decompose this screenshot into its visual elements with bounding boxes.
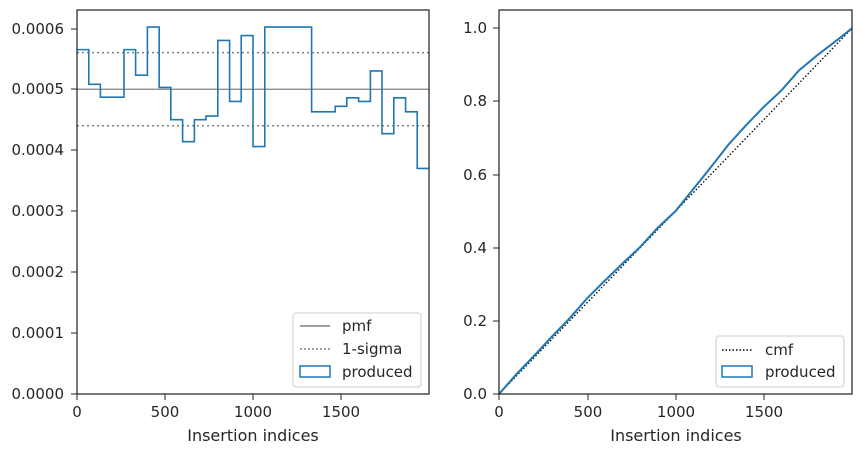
left-legend: pmf 1-sigma produced [292, 312, 422, 388]
right-xtick-label-2: 1000 [657, 403, 695, 421]
produced-step-line [77, 26, 429, 170]
left-x-axis-label: Insertion indices [187, 426, 319, 445]
left-ytick-label-0: 0.0000 [12, 385, 65, 403]
legend-pmf-label: pmf [342, 317, 372, 335]
right-x-ticks: 0 500 1000 1500 [494, 394, 783, 421]
right-panel: 0 500 1000 1500 0.0 0.2 0.4 0.6 0.8 1.0 … [463, 9, 853, 445]
left-ytick-label-6: 0.0006 [12, 20, 65, 38]
right-ytick-label-1: 0.2 [463, 312, 487, 330]
right-plot-area [498, 27, 853, 395]
right-ytick-label-4: 0.8 [463, 92, 487, 110]
right-ytick-label-3: 0.6 [463, 166, 487, 184]
left-y-ticks: 0.0000 0.0001 0.0002 0.0003 0.0004 0.000… [12, 20, 77, 403]
right-xtick-label-1: 500 [574, 403, 603, 421]
cmf-line [498, 27, 853, 395]
left-ytick-label-5: 0.0005 [12, 80, 65, 98]
left-x-ticks: 0 500 1000 1500 [72, 394, 360, 421]
left-ytick-label-4: 0.0004 [12, 141, 65, 159]
left-ytick-label-1: 0.0001 [12, 324, 65, 342]
right-ytick-label-2: 0.4 [463, 239, 487, 257]
right-xtick-label-3: 1500 [745, 403, 783, 421]
legend-produced-label-left: produced [342, 363, 413, 381]
left-xtick-label-2: 1000 [234, 403, 272, 421]
right-y-ticks: 0.0 0.2 0.4 0.6 0.8 1.0 [463, 19, 499, 403]
legend-produced-label-right: produced [765, 363, 836, 381]
left-plot-area [77, 26, 429, 170]
left-xtick-label-1: 500 [151, 403, 180, 421]
legend-produced-swatch-left [299, 365, 331, 378]
right-x-axis-label: Insertion indices [610, 426, 742, 445]
left-xtick-label-3: 1500 [322, 403, 360, 421]
left-ytick-label-2: 0.0002 [12, 263, 65, 281]
right-ytick-label-5: 1.0 [463, 19, 487, 37]
legend-1sigma-label: 1-sigma [342, 340, 402, 358]
left-ytick-label-3: 0.0003 [12, 202, 65, 220]
right-legend-box [715, 335, 845, 388]
right-ytick-label-0: 0.0 [463, 385, 487, 403]
legend-cmf-label: cmf [765, 341, 794, 359]
legend-produced-swatch-right [721, 365, 753, 378]
produced-cdf-line [498, 27, 853, 395]
left-xtick-label-0: 0 [72, 403, 82, 421]
left-legend-box [292, 312, 422, 388]
left-panel: 0 500 1000 1500 0.0000 0.0001 0.0002 0.0… [12, 9, 430, 445]
right-xtick-label-0: 0 [494, 403, 504, 421]
right-legend: cmf produced [715, 335, 845, 388]
